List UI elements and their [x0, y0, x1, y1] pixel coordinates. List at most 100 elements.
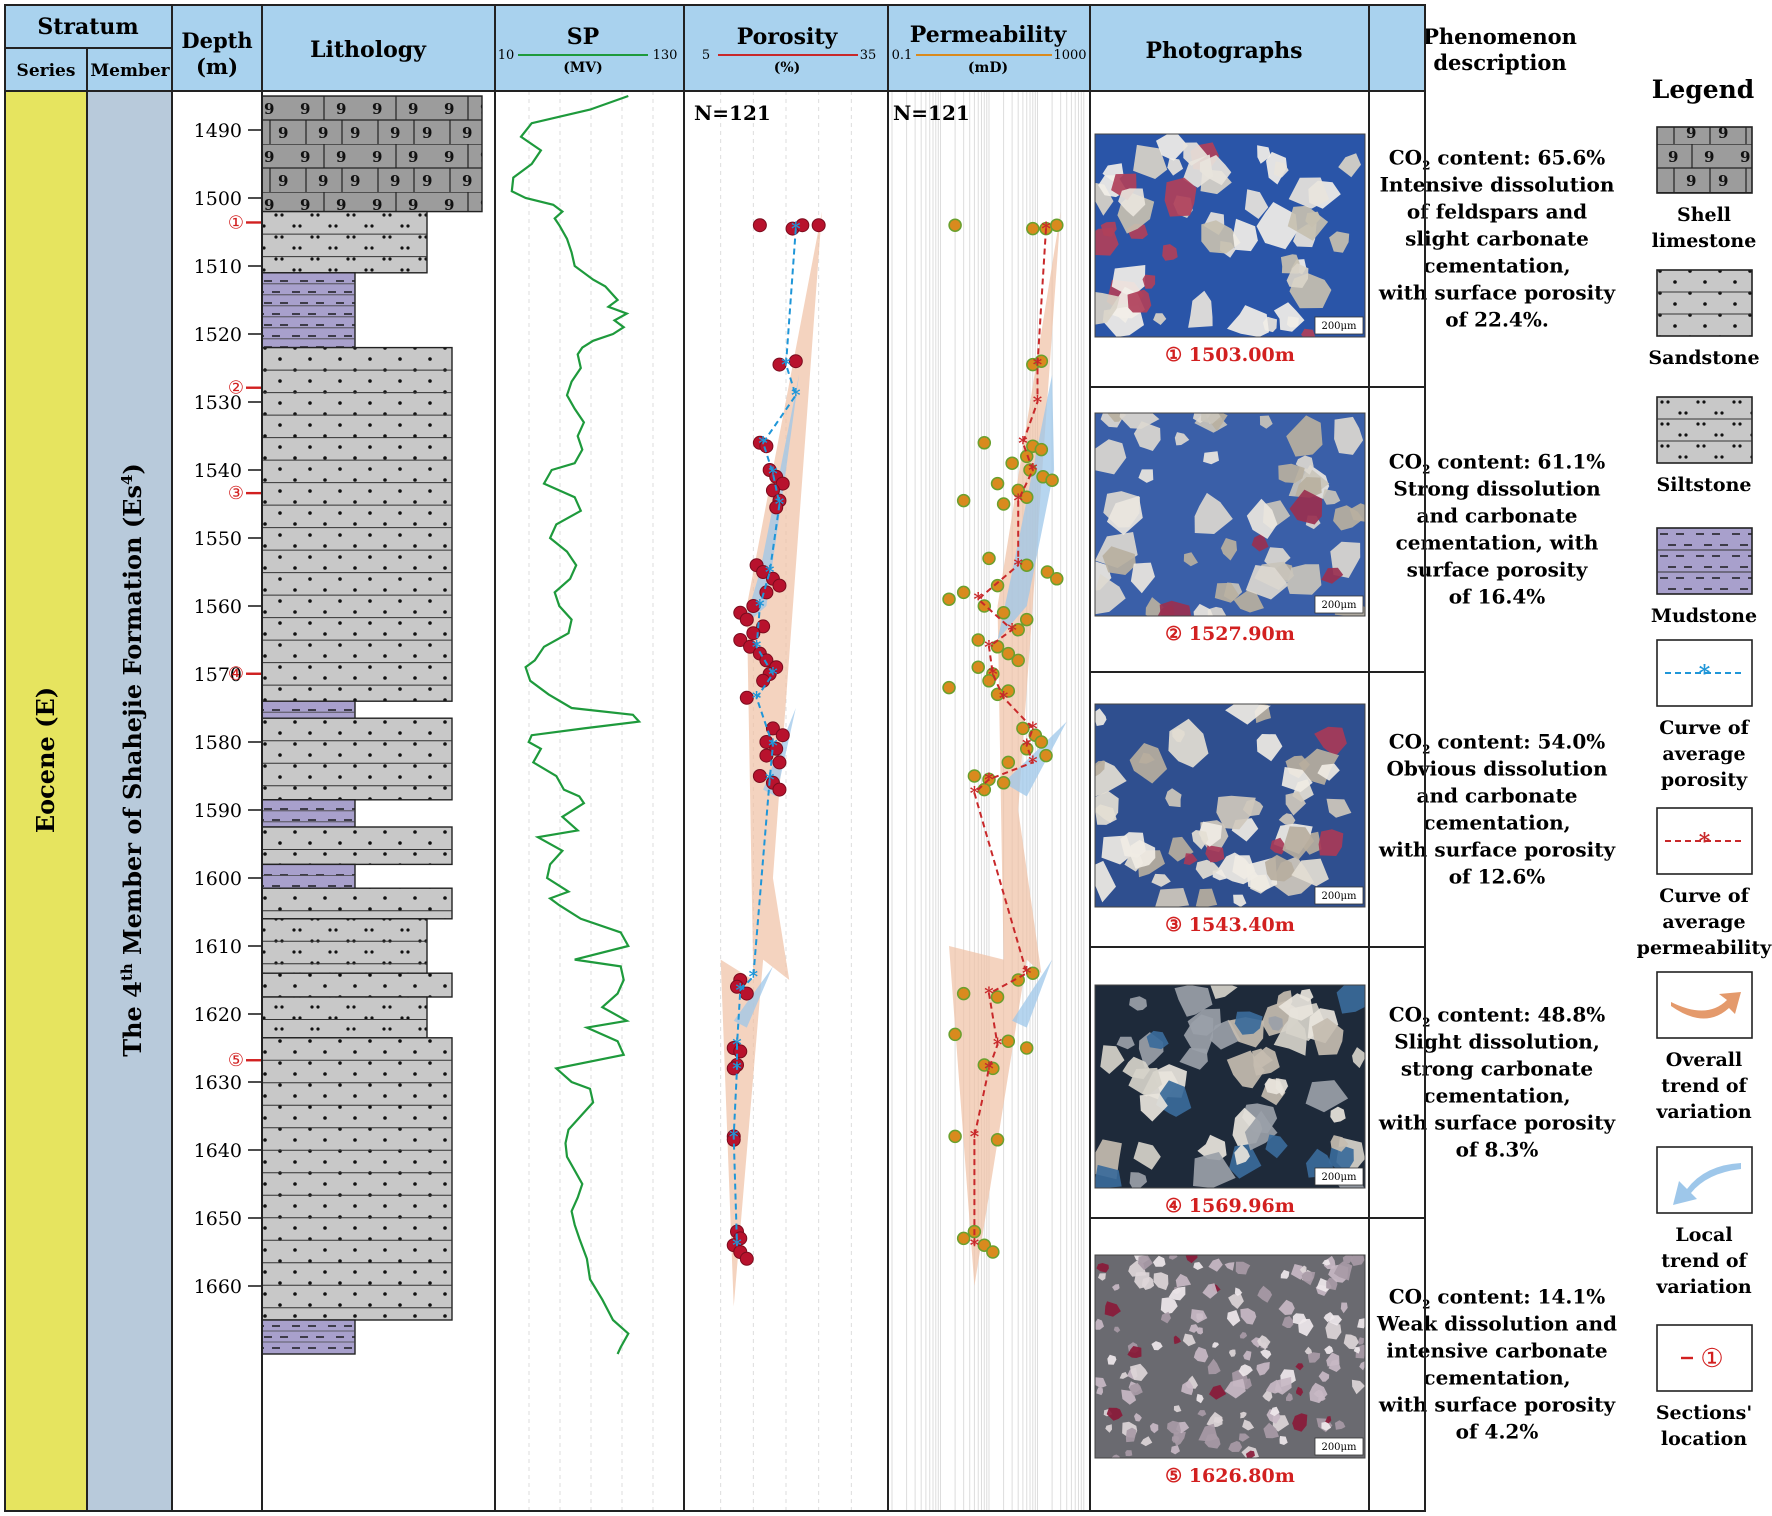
micrograph-grain [1119, 413, 1160, 429]
micrograph-grain [1107, 1354, 1117, 1365]
micrograph-grain [1095, 439, 1127, 475]
micrograph-grain [1151, 1341, 1163, 1351]
micrograph-grain [1210, 985, 1238, 999]
micrograph-grain [1207, 1358, 1221, 1375]
permeability-scale-max: 1000 [1053, 48, 1086, 63]
legend-title: Legend [1652, 75, 1755, 104]
porosity-n-label: N=121 [694, 101, 771, 125]
micrograph-grain [1151, 873, 1171, 887]
micrograph-grain [1138, 752, 1155, 764]
scale-bar-box [1314, 1167, 1364, 1186]
micrograph-grain [1264, 854, 1296, 882]
micrograph-grain [1104, 1301, 1121, 1317]
micrograph-grain [1125, 1427, 1137, 1443]
micrograph-grain [1334, 416, 1364, 455]
scale-bar-box [1314, 1437, 1364, 1456]
micrograph-grain [1193, 603, 1214, 616]
micrograph-grain [1253, 1046, 1280, 1076]
permeability-point [990, 476, 1005, 491]
micrograph-grain [1174, 432, 1190, 446]
permeability-point [977, 436, 992, 450]
permeability-average-star: * [1013, 555, 1023, 576]
permeability-point [990, 578, 1005, 593]
micrograph-grain [1139, 1093, 1168, 1122]
micrograph-grain [1111, 1454, 1120, 1458]
section-marker-number: ① [228, 212, 244, 233]
description-line: with surface porosity [1378, 1111, 1617, 1135]
micrograph-grain [1285, 791, 1306, 816]
micrograph-grain [1130, 839, 1156, 869]
permeability-average-star: * [984, 984, 994, 1005]
micrograph-grain [1138, 469, 1154, 483]
porosity-average-star: * [781, 355, 791, 376]
description-line: cementation, [1423, 811, 1570, 835]
description-line: Weak dissolution and [1376, 1312, 1617, 1336]
lithology-bed-mud [261, 1319, 356, 1355]
micrograph-grain [1304, 1346, 1313, 1355]
micrograph-grain [1153, 313, 1167, 325]
photo-caption: ① 1503.00m [1165, 344, 1295, 366]
micrograph-grain [1206, 1411, 1223, 1428]
micrograph-grain [1238, 1433, 1250, 1442]
micrograph-grain [1336, 985, 1365, 1014]
description-line: of 12.6% [1449, 865, 1546, 889]
header-bar [5, 5, 1425, 91]
micrograph-grain [1175, 1273, 1192, 1288]
micrograph-grain [1128, 1067, 1163, 1097]
micrograph-grain [1239, 1332, 1248, 1339]
porosity-local-trend [733, 966, 773, 1028]
depth-tick-label: 1550 [194, 528, 242, 550]
header-description: description [1433, 50, 1566, 75]
micrograph-grain [1326, 1277, 1338, 1291]
porosity-average-star: * [732, 1035, 742, 1056]
permeability-point [971, 660, 985, 674]
porosity-average-star: * [775, 494, 785, 515]
description-line: Obvious dissolution [1386, 757, 1607, 781]
lithology-column [261, 95, 483, 1355]
micrograph-grain [1195, 859, 1221, 880]
permeability-average-star: * [974, 589, 984, 610]
permeability-point [956, 493, 971, 508]
micrograph-grain [1095, 708, 1107, 726]
micrograph-grain [1329, 231, 1350, 253]
porosity-point [733, 633, 748, 647]
micrograph-grain [1214, 582, 1240, 603]
legend-label: average [1662, 911, 1745, 933]
micrograph-grain [1328, 1359, 1341, 1372]
micrograph-grain [1129, 743, 1168, 784]
porosity-point [769, 500, 784, 515]
porosity-average-star: * [749, 967, 759, 988]
micrograph-grain [1127, 289, 1152, 313]
porosity-average-curve [732, 228, 797, 1246]
permeability-local-trend [1003, 721, 1067, 797]
description-line: slight carbonate [1405, 227, 1589, 251]
porosity-point [772, 782, 787, 797]
micrograph-frame [1094, 412, 1366, 617]
micrograph-grain [1193, 1262, 1204, 1270]
micrograph-grain [1301, 328, 1316, 337]
micrograph-grain [1324, 1345, 1334, 1354]
permeability-average-star: * [1033, 392, 1043, 413]
header-permeability: Permeability [910, 22, 1068, 48]
lithology-bed-mud [261, 272, 356, 349]
micrograph-photo: 200μm ④ 1569.96m [1094, 984, 1366, 1217]
porosity-average-star: * [755, 596, 765, 617]
scale-bar-label: 200μm [1321, 891, 1357, 902]
header-lithology: Lithology [310, 37, 427, 63]
micrograph-grain [1257, 1335, 1271, 1350]
micrograph-grain [1127, 1346, 1142, 1358]
micrograph-grain [1227, 305, 1269, 337]
description-line: Intensive dissolution [1380, 173, 1615, 197]
legend-swatch-mud [1656, 527, 1753, 595]
depth-tick-label: 1560 [194, 596, 242, 618]
micrograph-photo: 200μm ② 1527.90m [1094, 412, 1366, 645]
porosity-scale-max: 35 [860, 48, 877, 63]
micrograph-photo: 200μm ⑤ 1626.80m [1094, 1254, 1366, 1487]
header-phenomenon: Phenomenon [1423, 24, 1577, 49]
sp-track [510, 91, 654, 1511]
micrograph-grain [1318, 829, 1344, 856]
permeability-average-star: * [984, 1058, 994, 1079]
micrograph-grain [1203, 451, 1219, 465]
depth-tick-label: 1590 [194, 800, 242, 822]
